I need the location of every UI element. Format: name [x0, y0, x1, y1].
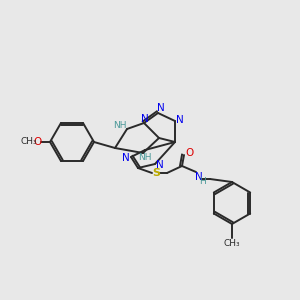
Text: N: N	[156, 160, 164, 170]
Text: NH: NH	[138, 152, 152, 161]
Text: N: N	[176, 115, 184, 125]
Text: H: H	[200, 176, 206, 185]
Text: N: N	[122, 153, 130, 163]
Text: NH: NH	[113, 122, 127, 130]
Text: CH₃: CH₃	[224, 239, 240, 248]
Text: S: S	[152, 168, 160, 178]
Text: N: N	[195, 172, 203, 182]
Text: CH₃: CH₃	[21, 137, 37, 146]
Text: N: N	[157, 103, 165, 113]
Text: O: O	[185, 148, 193, 158]
Text: O: O	[33, 137, 41, 147]
Text: N: N	[141, 114, 149, 124]
